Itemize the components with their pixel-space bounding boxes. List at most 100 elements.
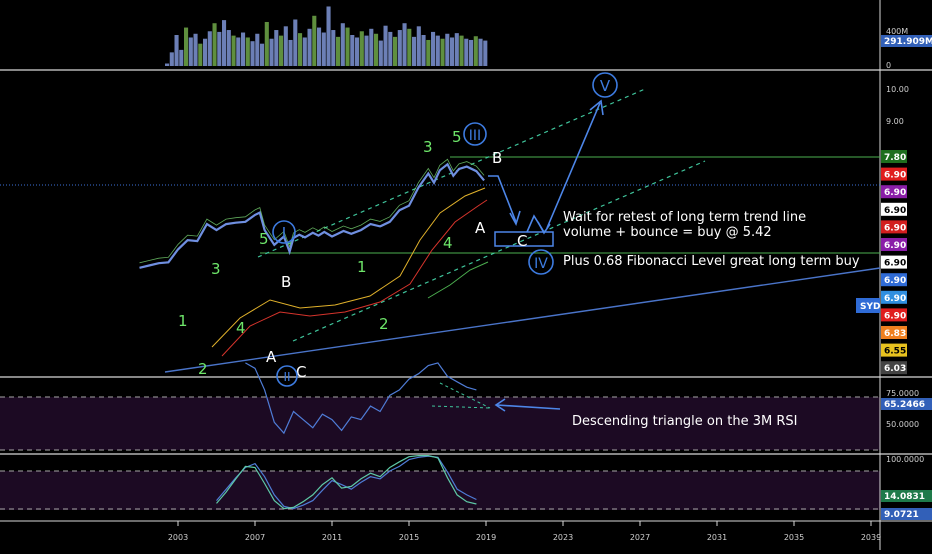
- volume-value-badge: [881, 35, 932, 47]
- volume-bar: [274, 30, 279, 66]
- time-axis[interactable]: 2003 2007 2011 2015 2019 2023 2027 2031 2035 2039: [168, 521, 881, 542]
- volume-bar: [169, 52, 174, 66]
- wave-label-4b: 4: [443, 234, 453, 252]
- price-tick-10: 10.00: [886, 85, 909, 94]
- price-layer: [0, 88, 881, 412]
- price-badge: [881, 308, 907, 322]
- time-axis-label: 2003: [168, 533, 188, 542]
- price-badge-label: 6.90: [884, 206, 906, 216]
- wave-label-3: 3: [211, 260, 221, 278]
- volume-bar: [174, 35, 179, 66]
- volume-bar: [226, 30, 231, 66]
- volume-tick-0: 0: [886, 61, 891, 70]
- price-badge-label: 6.90: [884, 223, 906, 233]
- volume-bar: [469, 39, 474, 66]
- volume-bar: [326, 6, 331, 67]
- volume-bar: [397, 30, 402, 66]
- channel-lower-line: [292, 160, 706, 342]
- volume-bar: [321, 32, 326, 66]
- projection-arrows: [488, 99, 604, 412]
- volume-bar: [378, 40, 383, 66]
- projection-to-v: [546, 102, 601, 229]
- time-axis-label: 2031: [707, 533, 727, 542]
- volume-bar: [445, 33, 450, 66]
- volume-bar: [245, 37, 250, 66]
- price-badge: [881, 185, 907, 199]
- price-badge-label: 6.55: [884, 347, 906, 357]
- volume-value-text: 291.909M: [884, 37, 932, 47]
- price-badge: [881, 361, 907, 375]
- circle-wave-1-ring: [272, 220, 296, 244]
- stoch-d-line: [216, 455, 477, 510]
- rsi-note-arrow: [496, 404, 561, 410]
- volume-bar: [198, 43, 203, 66]
- wave-label-2b: 2: [379, 315, 389, 333]
- price-badge-label: 6.03: [884, 364, 906, 374]
- price-badge-label: 6.90: [884, 241, 906, 251]
- rsi-tick-75: 75.0000: [886, 389, 919, 398]
- volume-bar: [478, 38, 483, 66]
- volume-bar: [421, 35, 426, 66]
- volume-bar: [355, 37, 360, 66]
- price-badge: [881, 273, 907, 287]
- price-badge: [881, 220, 907, 234]
- volume-bar: [236, 37, 241, 66]
- circled-wave-3: III: [463, 122, 487, 146]
- volume-bar: [336, 36, 341, 66]
- price-series-line: [139, 162, 485, 269]
- circle-wave-5-ring: [592, 72, 618, 98]
- wave-label-c: C: [296, 363, 306, 381]
- volume-bar: [302, 37, 307, 66]
- rsi-line: [245, 362, 477, 435]
- note-volume-bounce: volume + bounce = buy @ 5.42: [563, 225, 772, 240]
- price-badge-label: 6.90: [884, 294, 906, 304]
- wave-label-1: 1: [178, 312, 188, 330]
- price-badge-label: 6.90: [884, 276, 906, 286]
- price-badge-label: 6.90: [884, 188, 906, 198]
- rsi-triangle-bottom: [431, 405, 491, 409]
- volume-bar: [383, 25, 388, 66]
- volume-bar: [454, 33, 459, 66]
- circled-wave-4: IV: [528, 249, 554, 275]
- volume-bar: [193, 33, 198, 66]
- wave-label-2: 2: [198, 360, 208, 378]
- volume-bar: [345, 27, 350, 67]
- volume-bar: [165, 63, 170, 66]
- circle-wave-3-ring: [463, 122, 487, 146]
- volume-bar: [331, 30, 336, 66]
- volume-bar: [426, 39, 431, 66]
- price-badge: [881, 238, 907, 251]
- volume-bar: [203, 38, 208, 66]
- rsi-value-badge: [881, 398, 932, 410]
- wave-label-1b: 1: [357, 258, 367, 276]
- circled-wave-1: I: [272, 220, 296, 244]
- projection-to-c: [488, 175, 517, 223]
- stoch-pane-background: [0, 471, 880, 510]
- volume-bar: [431, 31, 436, 66]
- symbol-badge-text: SYD: [860, 302, 880, 312]
- circled-wave-2: II: [276, 365, 298, 387]
- price-badge-label: 6.90: [884, 171, 906, 181]
- price-badge-label: 6.90: [884, 259, 906, 269]
- volume-bar: [416, 26, 421, 66]
- arrowhead-c: [509, 210, 521, 227]
- price-badge: [881, 167, 907, 181]
- volume-bar: [350, 35, 355, 66]
- price-badge-label: 6.90: [884, 311, 906, 321]
- stoch-k-value-badge: [881, 508, 932, 520]
- volume-bar: [369, 28, 374, 66]
- volume-bar: [260, 43, 265, 66]
- volume-bar: [359, 31, 364, 67]
- volume-bar: [288, 39, 293, 66]
- symbol-badge[interactable]: [856, 298, 880, 313]
- stoch-d-value-text: 14.0831: [884, 492, 925, 502]
- time-axis-label: 2007: [245, 533, 265, 542]
- stoch-tick-100: 100.0000: [886, 455, 924, 464]
- rsi-triangle-lines: [431, 382, 491, 409]
- price-wick-overlay: [139, 158, 485, 264]
- price-badge: [881, 326, 907, 339]
- volume-bar: [231, 35, 236, 66]
- time-axis-label: 2015: [399, 533, 419, 542]
